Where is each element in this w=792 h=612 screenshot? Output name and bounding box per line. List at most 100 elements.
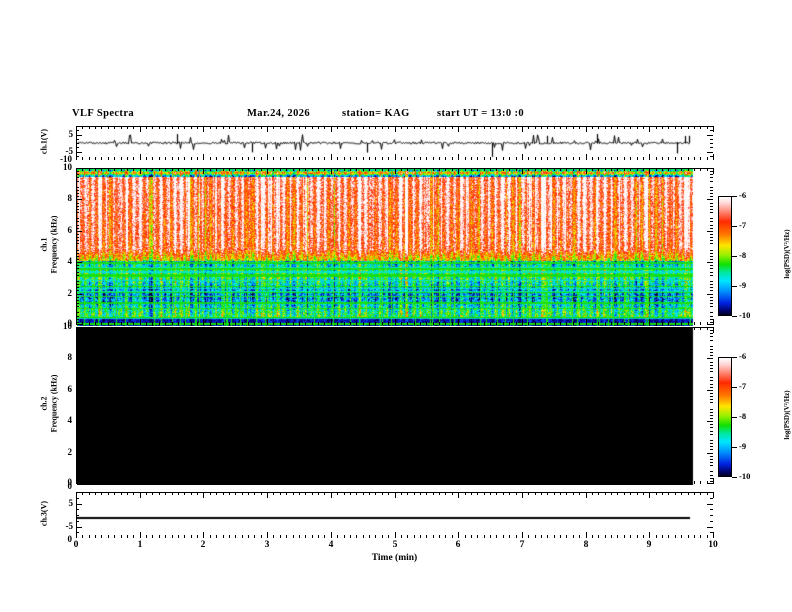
x-minor-tick — [554, 126, 555, 129]
x-minor-tick — [414, 492, 415, 495]
x-minor-tick — [566, 492, 567, 495]
y-minor-tick — [710, 253, 713, 254]
y-minor-tick — [76, 462, 79, 463]
x-minor-tick — [101, 168, 102, 171]
x-minor-tick — [630, 535, 631, 538]
y-major-tick — [707, 421, 713, 422]
x-tick-label-7: 7 — [519, 540, 525, 550]
x-minor-tick — [439, 327, 440, 330]
y-minor-tick — [710, 250, 713, 251]
x-minor-tick — [280, 322, 281, 325]
y-minor-tick — [76, 196, 79, 197]
y-minor-tick — [76, 130, 79, 131]
x-minor-tick — [503, 492, 504, 495]
x-minor-tick — [611, 327, 612, 330]
colorbar-tick-label-neg7: -7 — [739, 220, 747, 230]
y-minor-tick — [710, 193, 713, 194]
x-minor-tick — [547, 481, 548, 484]
x-minor-tick — [401, 535, 402, 538]
x-minor-tick — [305, 327, 306, 330]
x-minor-tick — [637, 481, 638, 484]
x-minor-tick — [299, 535, 300, 538]
x-minor-tick — [490, 157, 491, 160]
x-minor-tick — [223, 327, 224, 330]
x-minor-tick — [248, 535, 249, 538]
y-minor-tick — [76, 365, 79, 366]
x-minor-tick — [535, 492, 536, 495]
x-minor-tick — [312, 322, 313, 325]
x-minor-tick — [337, 535, 338, 538]
x-minor-tick — [324, 492, 325, 495]
x-minor-tick — [700, 327, 701, 330]
ch1-wave-ytick-5: 5 — [68, 129, 74, 139]
x-minor-tick — [528, 481, 529, 484]
x-minor-tick — [579, 168, 580, 171]
x-minor-tick — [293, 327, 294, 330]
x-major-tick — [586, 168, 587, 174]
x-minor-tick — [535, 327, 536, 330]
y-minor-tick — [710, 306, 713, 307]
x-minor-tick — [159, 322, 160, 325]
y-minor-tick — [76, 135, 79, 136]
x-minor-tick — [89, 481, 90, 484]
x-minor-tick — [191, 327, 192, 330]
y-major-tick — [707, 453, 713, 454]
x-minor-tick — [707, 492, 708, 495]
x-minor-tick — [598, 481, 599, 484]
x-minor-tick — [223, 157, 224, 160]
x-minor-tick — [191, 322, 192, 325]
x-minor-tick — [235, 535, 236, 538]
y-minor-tick — [710, 256, 713, 257]
y-minor-tick — [76, 322, 79, 323]
x-major-tick — [395, 532, 396, 538]
y-minor-tick — [710, 265, 713, 266]
x-minor-tick — [305, 481, 306, 484]
y-minor-tick — [710, 402, 713, 403]
x-minor-tick — [688, 481, 689, 484]
y-minor-tick — [76, 402, 79, 403]
x-major-tick — [203, 478, 204, 484]
header-date: Mar.24, 2026 — [247, 108, 311, 119]
x-minor-tick — [350, 168, 351, 171]
y-minor-tick — [76, 212, 79, 213]
x-minor-tick — [248, 492, 249, 495]
colorbar-tick — [732, 417, 737, 418]
header-station: station= KAG — [342, 108, 410, 119]
y-minor-tick — [76, 412, 79, 413]
x-minor-tick — [101, 481, 102, 484]
x-minor-tick — [369, 481, 370, 484]
x-minor-tick — [630, 327, 631, 330]
y-minor-tick — [710, 462, 713, 463]
x-minor-tick — [445, 327, 446, 330]
x-minor-tick — [573, 481, 574, 484]
colorbar-axis-title: log(PSD)(V²/Hz) — [783, 390, 791, 440]
x-minor-tick — [560, 126, 561, 129]
x-major-tick — [140, 126, 141, 132]
x-minor-tick — [452, 492, 453, 495]
y-minor-tick — [76, 449, 79, 450]
x-minor-tick — [509, 157, 510, 160]
x-minor-tick — [375, 481, 376, 484]
x-minor-tick — [337, 168, 338, 171]
y-minor-tick — [710, 259, 713, 260]
y-minor-tick — [76, 187, 79, 188]
x-minor-tick — [388, 322, 389, 325]
x-minor-tick — [369, 535, 370, 538]
x-minor-tick — [375, 327, 376, 330]
x-major-tick — [586, 319, 587, 325]
x-minor-tick — [439, 492, 440, 495]
x-minor-tick — [101, 322, 102, 325]
y-major-tick — [707, 324, 713, 325]
x-minor-tick — [630, 481, 631, 484]
x-minor-tick — [191, 535, 192, 538]
x-minor-tick — [516, 322, 517, 325]
x-minor-tick — [662, 126, 663, 129]
x-minor-tick — [707, 168, 708, 171]
x-minor-tick — [159, 126, 160, 129]
x-minor-tick — [242, 157, 243, 160]
x-minor-tick — [598, 535, 599, 538]
x-minor-tick — [133, 492, 134, 495]
y-minor-tick — [710, 380, 713, 381]
x-major-tick — [713, 319, 714, 325]
x-minor-tick — [375, 535, 376, 538]
